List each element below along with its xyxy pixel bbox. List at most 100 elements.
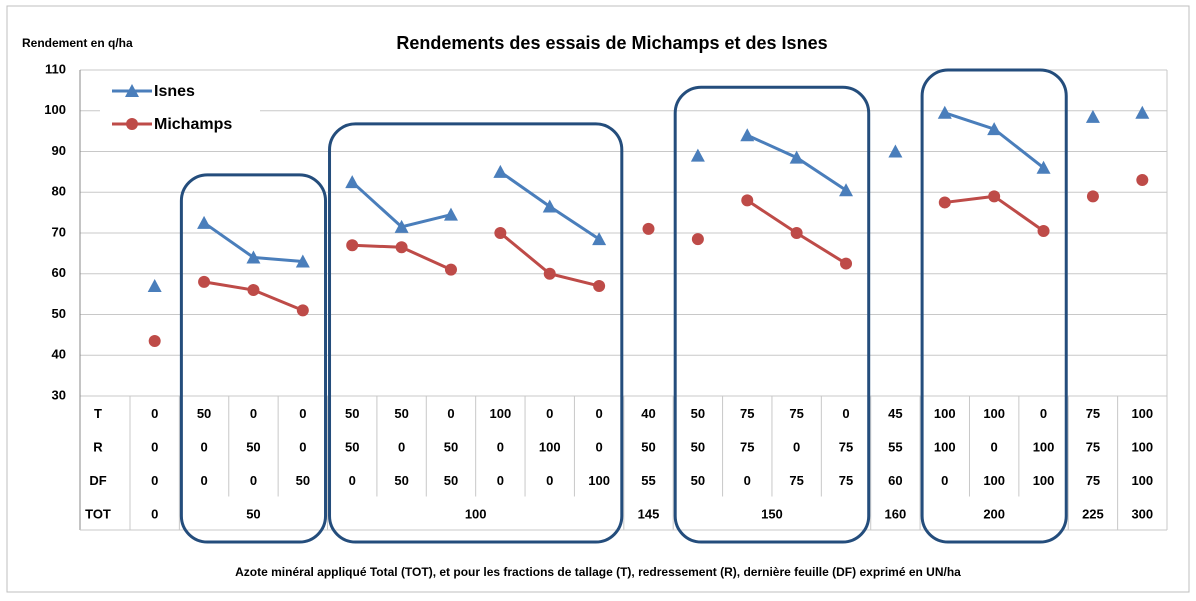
data-point [593,279,606,292]
table-cell: 50 [246,440,260,455]
table-cell: 75 [1086,473,1100,488]
table-cell: 100 [1131,406,1153,421]
y-tick-label: 90 [52,143,66,158]
legend-box [100,76,260,142]
table-cell: 60 [888,473,902,488]
y-tick-label: 40 [52,347,66,362]
legend-marker [125,84,139,97]
table-cell: 100 [934,440,956,455]
table-cell: 75 [740,440,754,455]
table-cell: 40 [641,406,655,421]
y-tick-label: 50 [52,306,66,321]
table-cell: 0 [596,406,603,421]
table-cell: 0 [151,440,158,455]
total-cell: 0 [151,507,158,522]
table-cell: 0 [200,473,207,488]
table-cell: 0 [250,406,257,421]
data-point [592,232,607,246]
table-cell: 50 [394,406,408,421]
y-tick-label: 110 [45,61,66,76]
data-point [740,128,755,142]
table-cell: 0 [497,440,504,455]
total-cell: 145 [638,507,660,522]
table-cell: 50 [691,440,705,455]
table-cell: 50 [345,440,359,455]
data-point [938,196,951,209]
data-point [444,263,457,276]
data-point [345,175,360,189]
row-label: TOT [85,507,111,522]
data-point [198,275,211,288]
data-point [295,254,310,268]
table-cell: 50 [296,473,310,488]
data-point [988,190,1001,203]
table-cell: 0 [842,406,849,421]
data-point [1135,105,1150,119]
table-cell: 100 [490,406,512,421]
table-cell: 75 [1086,440,1100,455]
data-point [937,105,952,119]
chart-border [6,5,1190,593]
data-point [148,334,161,347]
table-cell: 45 [888,406,902,421]
y-axis-label: Rendement en q/ha [22,36,133,50]
table-cell: 0 [151,406,158,421]
legend-label: Isnes [154,83,195,100]
y-tick-label: 80 [52,184,66,199]
data-point [790,227,803,239]
data-point [987,122,1002,136]
total-cell: 200 [983,507,1005,522]
data-point [789,150,804,164]
data-point [1037,224,1050,237]
table-cell: 0 [546,406,553,421]
data-point [395,241,408,254]
table-cell: 0 [497,473,504,488]
y-tick-label: 30 [52,387,66,402]
total-cell: 100 [465,507,487,522]
data-point [543,267,556,280]
table-cell: 0 [941,473,948,488]
total-cell: 300 [1131,507,1153,522]
y-tick-label: 70 [52,224,66,239]
data-point [443,207,458,221]
table-cell: 100 [539,440,561,455]
series-line [944,111,1045,169]
table-cell: 50 [444,440,458,455]
y-tick-label: 60 [52,265,66,280]
data-point [691,233,704,246]
data-point [247,284,260,297]
total-cell: 225 [1082,507,1104,522]
table-cell: 100 [1033,473,1055,488]
row-label: T [94,406,102,421]
table-cell: 0 [250,473,257,488]
data-point [246,250,261,264]
data-point [197,215,212,229]
table-cell: 0 [151,473,158,488]
table-cell: 50 [444,473,458,488]
data-point [1036,160,1051,174]
data-point [888,144,903,158]
table-cell: 0 [349,473,356,488]
chart-title: Rendements des essais de Michamps et des… [396,33,827,53]
table-cell: 0 [744,473,751,488]
data-point [1136,174,1149,187]
table-cell: 50 [641,440,655,455]
total-cell: 50 [246,507,260,522]
y-tick-label: 100 [44,102,66,117]
table-cell: 50 [691,406,705,421]
table-cell: 0 [1040,406,1047,421]
data-point [542,199,557,213]
data-point [741,194,754,207]
table-cell: 100 [588,473,610,488]
table-cell: 0 [793,440,800,455]
x-axis-label: Azote minéral appliqué Total (TOT), et p… [235,565,961,579]
table-cell: 75 [740,406,754,421]
data-point [1085,109,1100,123]
table-cell: 50 [394,473,408,488]
table-cell: 100 [1131,440,1153,455]
table-cell: 75 [789,473,803,488]
data-point [394,219,409,233]
total-cell: 150 [761,507,783,522]
data-point [493,164,508,178]
